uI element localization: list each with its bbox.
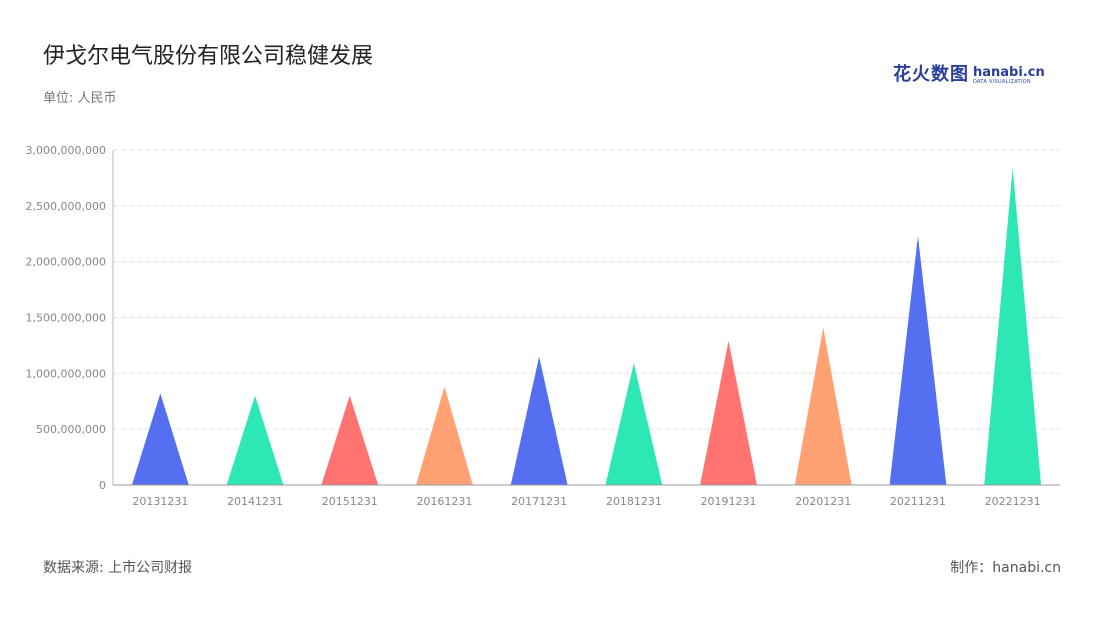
logo-sub-text: DATA VISUALIZATION (973, 79, 1031, 85)
grid-lines (113, 149, 1060, 430)
logo-cn-text: 花火数图 (893, 64, 969, 85)
x-tick-label: 20201231 (795, 495, 851, 508)
bar-20141231 (226, 395, 284, 485)
y-tick-label: 1,000,000,000 (26, 367, 106, 380)
bar-20171231 (510, 356, 568, 485)
x-axis-ticks: 20131231 20141231 20151231 20161231 20171231… (132, 495, 1040, 508)
x-tick-label: 20191231 (701, 495, 757, 508)
brand-logo: 花火数图 hanabi.cn DATA VISUALIZATION (893, 60, 1045, 86)
bar-20151231 (321, 395, 379, 485)
x-tick-label: 20221231 (985, 495, 1041, 508)
x-tick-label: 20171231 (511, 495, 567, 508)
bar-20181231 (605, 363, 663, 485)
logo-en-text: hanabi.cn (973, 65, 1045, 80)
bar-20161231 (416, 386, 473, 485)
x-tick-label: 20141231 (227, 495, 283, 508)
x-tick-label: 20181231 (606, 495, 662, 508)
y-tick-label: 500,000,000 (36, 423, 106, 436)
maker-credit: 制作：hanabi.cn (950, 560, 1061, 576)
y-tick-label: 0 (99, 479, 106, 492)
chart-title: 伊戈尔电气股份有限公司稳健发展 (43, 44, 374, 69)
x-tick-label: 20131231 (132, 495, 188, 508)
bar-20211231 (889, 235, 947, 485)
bar-20191231 (700, 340, 757, 485)
x-tick-label: 20151231 (322, 495, 378, 508)
axes (112, 150, 1060, 486)
bar-20221231 (984, 167, 1042, 485)
data-source: 数据来源: 上市公司财报 (43, 560, 193, 576)
bars (131, 167, 1042, 485)
bar-20201231 (794, 327, 852, 485)
x-tick-label: 20161231 (416, 495, 472, 508)
y-tick-label: 2,000,000,000 (26, 256, 106, 269)
y-tick-label: 2,500,000,000 (26, 200, 106, 213)
y-tick-label: 1,500,000,000 (26, 312, 106, 325)
y-tick-label: 3,000,000,000 (26, 144, 106, 157)
unit-label: 单位: 人民币 (43, 91, 117, 106)
y-axis-ticks: 0 500,000,000 1,000,000,000 1,500,000,000 2,… (26, 144, 106, 492)
x-tick-label: 20211231 (890, 495, 946, 508)
bar-20131231 (131, 393, 189, 485)
logo-en-block: hanabi.cn DATA VISUALIZATION (973, 66, 1045, 86)
